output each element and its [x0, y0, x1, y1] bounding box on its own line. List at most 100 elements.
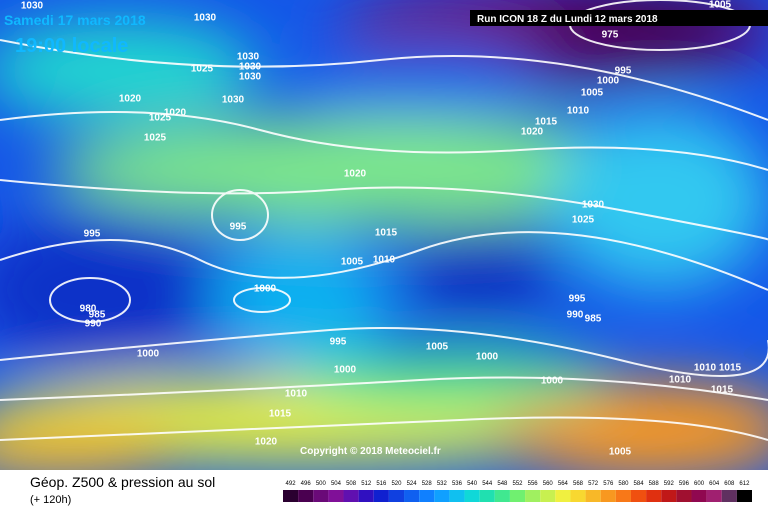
legend-swatch	[479, 490, 495, 502]
isobar-label: 1030	[582, 200, 605, 211]
legend-swatch	[509, 490, 526, 502]
isobar-label: 1005	[581, 88, 604, 99]
legend-label: 584	[634, 481, 645, 487]
legend-label: 512	[361, 481, 372, 487]
isobar-label: 1025	[144, 133, 167, 144]
isobar-label: 1010	[285, 389, 308, 400]
legend-swatch	[313, 490, 329, 502]
legend-label: 556	[528, 481, 539, 487]
isobar-label: 1000	[137, 349, 160, 360]
legend-label: 496	[301, 481, 312, 487]
isobar-label: 1015	[375, 228, 398, 239]
isobar-label: 1025	[191, 64, 214, 75]
isobar-label: 1000	[254, 284, 277, 295]
legend-label: 588	[649, 481, 660, 487]
isobar-label: 975	[602, 30, 619, 41]
legend-swatch	[358, 490, 374, 502]
legend-label: 528	[422, 481, 433, 487]
isobar-label: 1030	[239, 72, 262, 83]
legend-label: 608	[724, 481, 735, 487]
legend-swatch	[630, 490, 647, 502]
legend-swatch	[721, 490, 737, 502]
legend-swatch	[388, 490, 405, 502]
legend-label: 504	[331, 481, 342, 487]
run-box	[470, 10, 768, 26]
legend-swatch	[540, 490, 556, 502]
legend-swatch	[600, 490, 616, 502]
legend-swatch	[343, 490, 359, 502]
legend-label: 596	[679, 481, 690, 487]
copyright: Copyright © 2018 Meteociel.fr	[300, 446, 441, 457]
isobar-label: 1020	[344, 169, 367, 180]
isobar-label: 1030	[237, 52, 260, 63]
legend-label: 544	[482, 481, 493, 487]
isobar-label: 990	[85, 319, 102, 330]
isobar-label: 1010	[567, 106, 590, 117]
legend-swatch	[328, 490, 344, 502]
legend-swatch	[706, 490, 722, 502]
legend-label: 580	[618, 481, 629, 487]
isobar-label: 1015	[711, 385, 734, 396]
time: 19:00 locale	[15, 35, 128, 57]
legend-label: 520	[391, 481, 402, 487]
map-field	[0, 0, 768, 470]
isobar-label: 980	[80, 304, 97, 315]
legend-label: 600	[694, 481, 705, 487]
isobar-label: 985	[89, 310, 106, 321]
legend-label: 524	[407, 481, 418, 487]
legend-swatch	[570, 490, 586, 502]
legend-label: 536	[452, 481, 463, 487]
legend-label: 540	[467, 481, 478, 487]
legend-swatch	[494, 490, 510, 502]
isobar-label: 1020	[521, 127, 544, 138]
isobar-label: 1010	[694, 363, 717, 374]
isobar-label: 1005	[426, 342, 449, 353]
legend-swatch	[449, 490, 465, 502]
isobar-label: 995	[330, 337, 347, 348]
legend-label: 560	[543, 481, 554, 487]
legend-label: 604	[709, 481, 720, 487]
isobar-label: 1000	[476, 352, 499, 363]
run-info: Run ICON 18 Z du Lundi 12 mars 2018	[477, 14, 658, 25]
isobar-label: 990	[567, 310, 584, 321]
legend-swatch	[736, 490, 752, 502]
legend-swatch	[419, 490, 435, 502]
footer-title: Géop. Z500 & pression au sol	[30, 474, 215, 490]
legend-label: 572	[588, 481, 599, 487]
isobar-label: 1020	[164, 108, 187, 119]
isobar-label: 995	[84, 229, 101, 240]
legend-swatch	[615, 490, 631, 502]
legend-swatch	[404, 490, 420, 502]
isobar-label: 1030	[194, 13, 217, 24]
isobar-label: 1030	[239, 62, 262, 73]
legend-label: 564	[558, 481, 569, 487]
legend-swatch	[525, 490, 541, 502]
isobar-label: 1030	[222, 95, 245, 106]
legend-label: 500	[316, 481, 327, 487]
isobar-label: 1025	[572, 215, 595, 226]
isobar-label: 1015	[535, 117, 558, 128]
legend-label: 508	[346, 481, 357, 487]
legend-swatch	[283, 490, 299, 502]
footer-lead: (+ 120h)	[30, 494, 71, 506]
legend-swatch	[555, 490, 571, 502]
legend-label: 548	[497, 481, 508, 487]
color-legend: 492 496 500 504 508 512 516 520 524 528 532 536 540 5…	[283, 481, 752, 502]
isobar-label: 995	[569, 294, 586, 305]
legend-label: 552	[512, 481, 523, 487]
legend-swatch	[434, 490, 450, 502]
isobar-label: 1005	[709, 0, 732, 11]
legend-swatch	[298, 490, 314, 502]
isobar-label: 985	[585, 314, 602, 325]
isobar-label: 1000	[541, 376, 564, 387]
isobar-label: 1005	[341, 257, 364, 268]
legend-swatch	[373, 490, 389, 502]
legend-swatch	[646, 490, 662, 502]
legend-label: 576	[603, 481, 614, 487]
isobar-label: 1015	[269, 409, 292, 420]
date: Samedi 17 mars 2018	[4, 12, 146, 28]
isobar-label: 995	[230, 222, 247, 233]
